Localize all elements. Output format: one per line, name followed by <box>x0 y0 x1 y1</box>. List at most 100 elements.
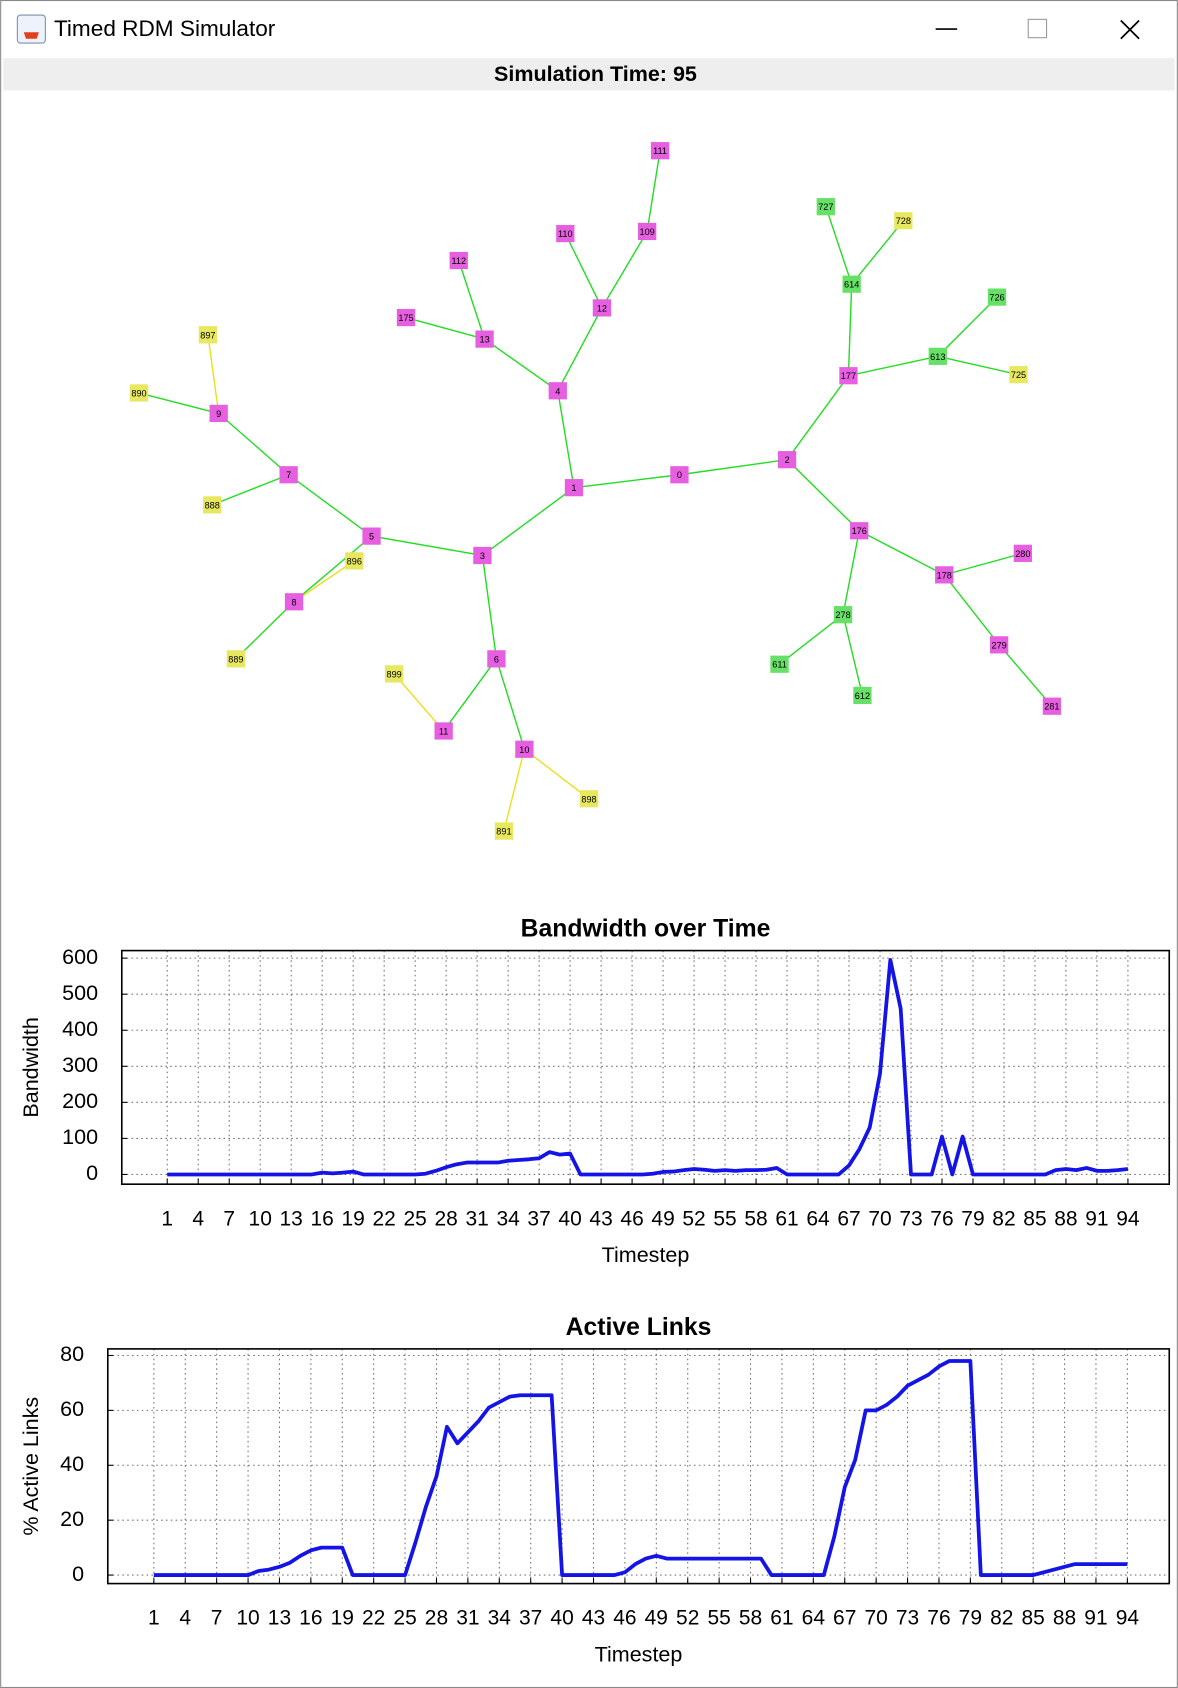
chart-title: Active Links <box>566 1314 712 1341</box>
node-label: 0 <box>677 470 682 480</box>
x-tick-label: 67 <box>833 1607 856 1630</box>
graph-node <box>279 466 298 484</box>
node-label: 109 <box>639 227 654 237</box>
x-tick-label: 40 <box>550 1607 573 1630</box>
data-line <box>167 958 1129 1177</box>
node-label: 177 <box>841 371 856 381</box>
graph-node <box>384 665 404 683</box>
graph-node <box>226 650 246 668</box>
graph-node <box>650 142 670 160</box>
node-label: 611 <box>772 660 787 670</box>
graph-node <box>475 330 494 348</box>
graph-edge <box>944 552 1024 576</box>
graph-edge <box>138 392 219 415</box>
window-title: Timed RDM Simulator <box>54 16 276 41</box>
x-tick-label: 40 <box>558 1207 581 1230</box>
y-tick-label: 300 <box>62 1053 98 1077</box>
node-label: 613 <box>930 352 945 362</box>
x-tick-label: 16 <box>311 1207 334 1230</box>
node-label: 178 <box>937 570 952 580</box>
graph-edge <box>848 355 938 377</box>
x-tick-label: 55 <box>707 1607 730 1630</box>
graph-node <box>515 740 534 758</box>
x-tick-label: 46 <box>620 1207 643 1230</box>
graph-node <box>833 606 853 624</box>
node-label: 112 <box>451 256 466 266</box>
node-label: 888 <box>205 500 220 510</box>
node-label: 110 <box>558 229 573 239</box>
node-label: 281 <box>1044 702 1059 712</box>
close-button[interactable] <box>1120 19 1140 40</box>
plot-frame <box>106 1348 1171 1585</box>
x-tick-label: 49 <box>645 1607 668 1630</box>
graph-node <box>853 686 872 705</box>
node-label: 4 <box>555 386 560 396</box>
node-label: 726 <box>989 293 1004 303</box>
graph-node <box>564 479 584 497</box>
maximize-button[interactable] <box>1027 18 1048 39</box>
node-label: 899 <box>387 669 402 679</box>
graph-edge <box>573 474 680 489</box>
graph-edge <box>482 487 575 557</box>
node-label: 9 <box>216 409 221 419</box>
node-label: 897 <box>200 330 215 340</box>
graph-node <box>990 636 1009 654</box>
x-axis-label: Timestep <box>595 1642 683 1666</box>
graph-node <box>473 546 492 565</box>
graph-node <box>816 198 835 216</box>
node-label: 6 <box>494 654 499 664</box>
graph-edge <box>646 150 661 232</box>
graph-edge <box>503 749 526 832</box>
x-tick-label: 19 <box>331 1607 354 1630</box>
x-tick-label: 25 <box>403 1207 426 1230</box>
x-tick-label: 82 <box>992 1207 1015 1230</box>
node-label: 13 <box>479 335 489 345</box>
x-tick-label: 1 <box>161 1207 173 1230</box>
node-label: 278 <box>835 610 850 620</box>
x-tick-label: 43 <box>582 1607 605 1630</box>
x-tick-label: 58 <box>739 1607 762 1630</box>
graph-node <box>209 404 228 422</box>
graph-edge <box>293 560 355 603</box>
node-label: 612 <box>855 691 870 701</box>
x-tick-label: 76 <box>930 1207 953 1230</box>
x-tick-label: 73 <box>899 1207 922 1230</box>
graph-node <box>487 650 506 668</box>
x-tick-label: 37 <box>527 1207 550 1230</box>
y-tick-label: 40 <box>60 1452 84 1476</box>
graph-node <box>198 326 218 344</box>
graph-edge <box>557 307 603 392</box>
x-tick-label: 13 <box>268 1607 291 1630</box>
graph-edge <box>557 390 575 488</box>
graph-edge <box>786 459 860 532</box>
x-tick-label: 25 <box>393 1607 416 1630</box>
graph-edge <box>847 284 853 376</box>
graph-edge <box>858 530 945 576</box>
x-tick-label: 58 <box>744 1207 767 1230</box>
x-tick-label: 28 <box>434 1207 457 1230</box>
x-tick-label: 61 <box>775 1207 798 1230</box>
x-tick-label: 85 <box>1023 1207 1046 1230</box>
x-tick-label: 31 <box>456 1607 479 1630</box>
x-tick-label: 64 <box>802 1607 826 1630</box>
x-tick-label: 34 <box>488 1607 512 1630</box>
graph-node <box>396 308 416 327</box>
x-tick-label: 88 <box>1054 1207 1077 1230</box>
graph-edge <box>293 535 372 603</box>
y-tick-label: 600 <box>62 945 98 969</box>
x-tick-label: 76 <box>927 1607 950 1630</box>
x-tick-label: 88 <box>1053 1607 1076 1630</box>
x-tick-label: 94 <box>1116 1207 1140 1230</box>
graph-node <box>777 451 797 469</box>
x-tick-label: 61 <box>770 1607 793 1630</box>
x-tick-label: 34 <box>496 1207 520 1230</box>
y-axis-label: % Active Links <box>19 1397 43 1536</box>
graph-edge <box>443 658 497 732</box>
x-tick-label: 16 <box>299 1607 322 1630</box>
x-tick-label: 46 <box>613 1607 636 1630</box>
graph-edge <box>211 474 289 506</box>
graph-node <box>556 224 575 243</box>
app-icon-cup <box>23 32 39 39</box>
